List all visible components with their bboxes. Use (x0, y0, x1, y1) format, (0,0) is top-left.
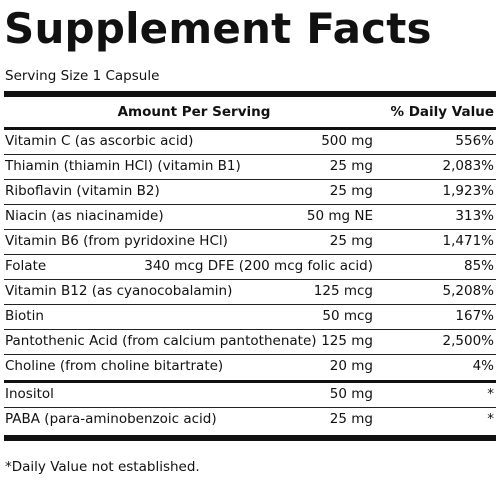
footnote: *Daily Value not established. (5, 459, 200, 475)
nutrient-daily-value: * (487, 411, 494, 427)
table-row: Riboflavin (vitamin B2) 25 mg 1,923% (4, 180, 496, 205)
nutrient-amount: 25 mg (329, 183, 373, 199)
nutrient-daily-value: 2,083% (442, 158, 494, 174)
nutrient-name: Vitamin B12 (as cyanocobalamin) (5, 283, 233, 299)
table-row: Vitamin B12 (as cyanocobalamin) 125 mcg 5,… (4, 280, 496, 305)
header-amount-per-serving: Amount Per Serving (117, 104, 271, 120)
nutrient-name: Biotin (5, 308, 44, 324)
nutrient-name: Vitamin C (as ascorbic acid) (5, 133, 194, 149)
table-row: Biotin 50 mcg 167% (4, 305, 496, 330)
nutrient-daily-value: 556% (455, 133, 494, 149)
rows-without-daily-value: Inositol 50 mg * PABA (para-aminobenzoic ac… (4, 383, 496, 433)
table-row: Pantothenic Acid (from calcium pantothen… (4, 330, 496, 355)
nutrient-daily-value: 4% (472, 358, 494, 374)
nutrient-amount: 50 mcg (322, 308, 373, 324)
table-row: Vitamin C (as ascorbic acid) 500 mg 556% (4, 130, 496, 155)
nutrient-daily-value: 85% (463, 258, 494, 274)
nutrient-daily-value: 313% (455, 208, 494, 224)
nutrient-daily-value: 2,500% (442, 333, 494, 349)
header-daily-value: % Daily Value (390, 104, 494, 120)
nutrient-amount: 340 mcg DFE (200 mcg folic acid) (144, 258, 373, 274)
table-row: Thiamin (thiamin HCl) (vitamin B1) 25 mg 2… (4, 155, 496, 180)
table-row: Niacin (as niacinamide) 50 mg NE 313% (4, 205, 496, 230)
nutrient-daily-value: 167% (455, 308, 494, 324)
nutrient-name: Choline (from choline bitartrate) (5, 358, 224, 374)
nutrient-amount: 50 mg NE (306, 208, 373, 224)
nutrient-amount: 500 mg (321, 133, 373, 149)
nutrient-amount: 25 mg (329, 233, 373, 249)
bottom-divider (4, 435, 496, 441)
table-row: PABA (para-aminobenzoic acid) 25 mg * (4, 408, 496, 433)
nutrient-name: PABA (para-aminobenzoic acid) (5, 411, 217, 427)
section-divider (4, 380, 496, 383)
nutrient-amount: 125 mg (321, 333, 373, 349)
nutrient-name: Thiamin (thiamin HCl) (vitamin B1) (5, 158, 241, 174)
rows-with-daily-value: Vitamin C (as ascorbic acid) 500 mg 556% Th… (4, 130, 496, 380)
table-row: Folate 340 mcg DFE (200 mcg folic acid) 85… (4, 255, 496, 280)
table-header: Amount Per Serving % Daily Value (4, 97, 496, 127)
nutrient-name: Pantothenic Acid (from calcium pantothen… (5, 333, 317, 349)
nutrient-name: Vitamin B6 (from pyridoxine HCl) (5, 233, 228, 249)
nutrient-amount: 25 mg (329, 158, 373, 174)
nutrient-amount: 20 mg (329, 358, 373, 374)
top-divider (4, 91, 496, 97)
nutrient-amount: 125 mcg (313, 283, 373, 299)
header-divider (4, 127, 496, 130)
nutrient-name: Riboflavin (vitamin B2) (5, 183, 160, 199)
table-row: Inositol 50 mg * (4, 383, 496, 408)
nutrient-name: Folate (5, 258, 47, 274)
nutrient-amount: 25 mg (329, 411, 373, 427)
nutrient-name: Inositol (5, 386, 54, 402)
page-title: Supplement Facts (4, 4, 432, 53)
nutrient-daily-value: 1,471% (442, 233, 494, 249)
nutrient-amount: 50 mg (329, 386, 373, 402)
nutrient-daily-value: * (487, 386, 494, 402)
nutrient-daily-value: 5,208% (442, 283, 494, 299)
table-row: Choline (from choline bitartrate) 20 mg 4% (4, 355, 496, 380)
supplement-facts-table: Amount Per Serving % Daily Value Vitamin… (4, 91, 496, 441)
nutrient-daily-value: 1,923% (442, 183, 494, 199)
nutrient-name: Niacin (as niacinamide) (5, 208, 164, 224)
serving-size: Serving Size 1 Capsule (5, 68, 160, 84)
table-row: Vitamin B6 (from pyridoxine HCl) 25 mg 1,4… (4, 230, 496, 255)
